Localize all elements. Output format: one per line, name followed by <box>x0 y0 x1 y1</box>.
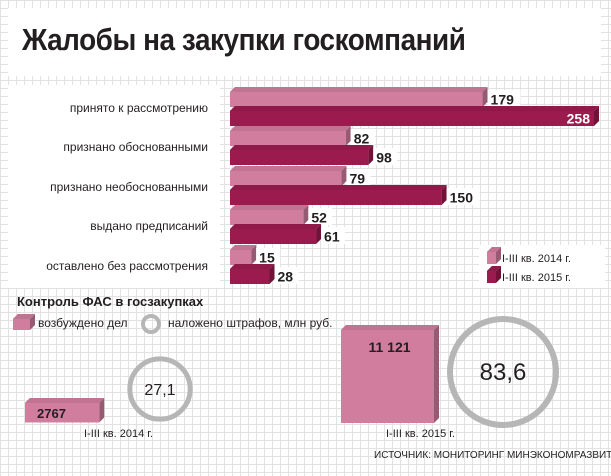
data-label: 52 <box>311 210 327 226</box>
category-label: оставлено без рассмотрения <box>46 259 208 273</box>
period-label-2015: I-III кв. 2015 г. <box>386 428 455 440</box>
title-panel <box>8 8 601 76</box>
fines-value-label: 83,6 <box>480 359 527 386</box>
data-label-backdrop <box>308 208 333 225</box>
bar <box>230 185 447 205</box>
bar <box>230 87 488 107</box>
bar <box>230 126 351 146</box>
category-label: признано необоснованными <box>50 180 208 194</box>
bar <box>230 106 599 126</box>
data-label: 179 <box>491 92 515 108</box>
bar <box>230 145 374 165</box>
bar <box>230 245 257 265</box>
legend-label: I-III кв. 2014 г. <box>502 253 571 265</box>
bar <box>230 205 309 225</box>
bar <box>230 166 347 186</box>
legend-swatch <box>487 266 501 283</box>
cases-value-label: 11 121 <box>368 339 410 355</box>
bar <box>230 224 322 244</box>
data-label-backdrop <box>373 148 398 165</box>
legend-circle-fines <box>141 314 161 334</box>
data-label-backdrop <box>256 248 281 265</box>
data-label: 150 <box>450 190 474 206</box>
subchart-title: Контроль ФАС в госзакупках <box>17 294 204 309</box>
period-label-2014: I-III кв. 2014 г. <box>84 428 153 440</box>
data-label-backdrop <box>274 267 299 284</box>
legend-swatch <box>487 247 501 264</box>
chart-title: Жалобы на закупки госкомпаний <box>22 22 466 57</box>
data-label-backdrop <box>446 188 480 205</box>
data-label-backdrop <box>350 129 375 146</box>
data-label-backdrop <box>487 90 521 107</box>
data-label: 15 <box>259 250 275 266</box>
legend-swatch-cases <box>13 314 35 330</box>
data-label-backdrop <box>321 227 346 244</box>
fines-value-label: 27,1 <box>144 382 175 399</box>
data-label: 61 <box>324 229 340 245</box>
data-label: 98 <box>376 150 392 166</box>
fines-circle <box>127 356 193 422</box>
category-label-panel <box>8 85 220 288</box>
data-label: 79 <box>349 171 365 187</box>
source-note: ИСТОЧНИК: МОНИТОРИНГ МИНЭКОНОМРАЗВИТИЯ <box>374 450 611 461</box>
data-label: 258 <box>567 111 591 127</box>
cases-square <box>25 398 105 423</box>
data-label: 28 <box>278 269 294 285</box>
cases-value-label: 2767 <box>37 406 66 421</box>
category-label: принято к рассмотрению <box>69 101 208 115</box>
data-label: 82 <box>354 131 370 147</box>
category-label: выдано предписаний <box>90 219 208 233</box>
fines-circle <box>447 316 559 428</box>
subchart-legend-fines: наложено штрафов, млн руб. <box>168 316 333 330</box>
cases-square <box>341 325 439 423</box>
category-label: признано обоснованными <box>63 140 208 154</box>
bar <box>230 264 275 284</box>
data-label-backdrop <box>346 169 371 186</box>
subchart-legend-cases: возбуждено дел <box>38 316 128 330</box>
legend-label: I-III кв. 2015 г. <box>502 272 571 284</box>
